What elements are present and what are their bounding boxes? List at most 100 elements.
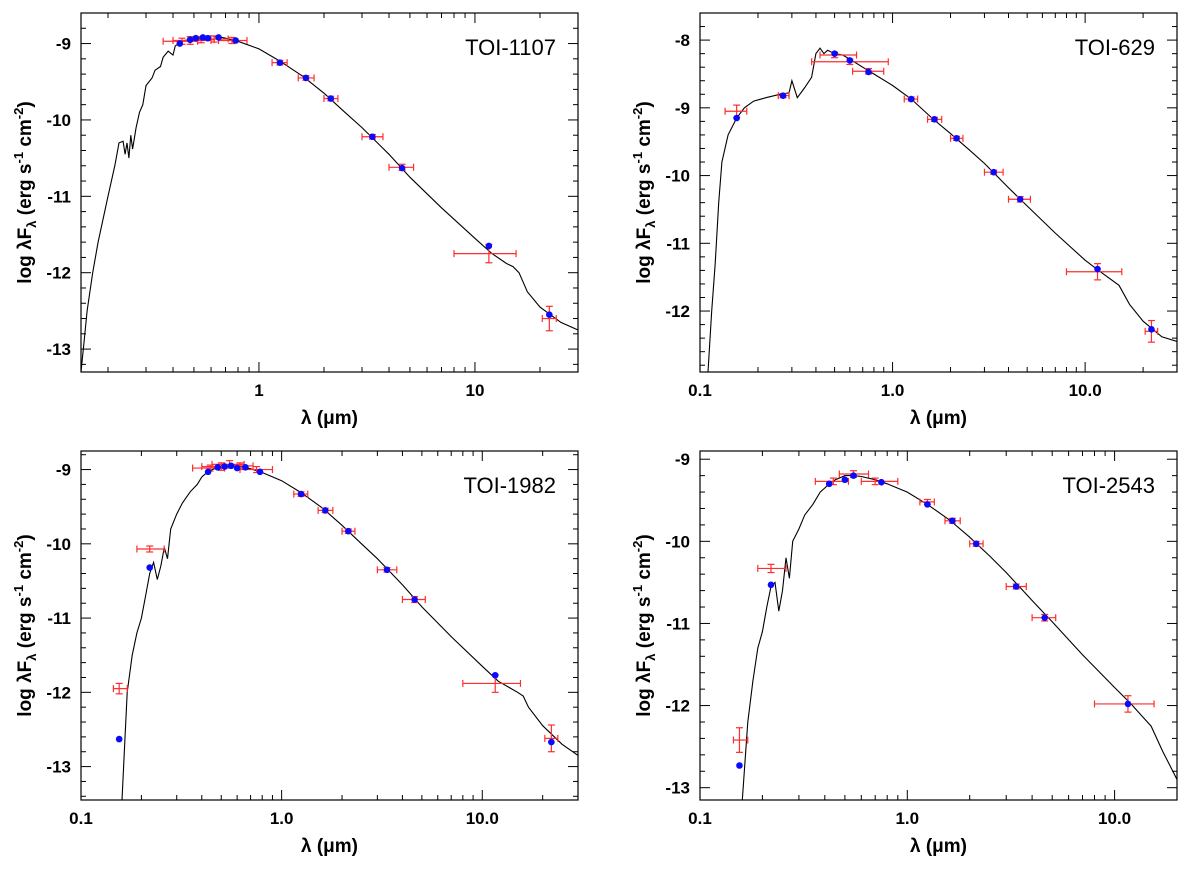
model-flux-point bbox=[1012, 583, 1020, 590]
sed-panel: -13 -12 -11 -10 -9 0.1 1.0 10.0 TOI-1982 λ (μm) lo… bbox=[11, 450, 579, 857]
y-tick-label: -13 bbox=[46, 758, 71, 777]
panel-title: TOI-1982 bbox=[463, 473, 556, 498]
model-flux-point bbox=[204, 468, 212, 476]
model-flux-point bbox=[878, 478, 885, 486]
model-flux-point bbox=[841, 476, 849, 484]
model-flux-point bbox=[972, 540, 980, 548]
observed-flux-point bbox=[757, 563, 787, 574]
y-tick-label: -12 bbox=[46, 683, 71, 702]
observed-flux-point bbox=[732, 727, 749, 753]
observed-flux-point bbox=[544, 724, 559, 753]
model-flux-point bbox=[242, 464, 249, 471]
y-tick-label: -11 bbox=[47, 187, 71, 206]
y-axis-title: log λFλ (erg s-1 cm-2) bbox=[630, 534, 658, 716]
model-flux-point bbox=[256, 468, 264, 476]
model-flux-point bbox=[1148, 326, 1155, 333]
y-tick-label: -13 bbox=[665, 779, 690, 798]
y-tick-label: -10 bbox=[46, 111, 71, 130]
model-flux-point bbox=[1041, 614, 1048, 621]
observed-flux-point bbox=[112, 682, 128, 695]
y-axis-title: log λFλ (erg s-1 cm-2) bbox=[630, 101, 658, 283]
model-flux-point bbox=[276, 59, 284, 66]
model-flux-point bbox=[924, 501, 931, 508]
model-flux-point bbox=[204, 34, 212, 42]
panel-title: TOI-2543 bbox=[1062, 473, 1155, 498]
y-tick-label: -9 bbox=[56, 461, 71, 480]
x-tick-label: 1 bbox=[254, 381, 263, 400]
model-flux-point bbox=[865, 68, 872, 76]
model-flux-point bbox=[215, 34, 222, 41]
plot-frame bbox=[80, 12, 579, 373]
model-flux-point bbox=[953, 135, 960, 142]
model-flux-point bbox=[176, 40, 184, 47]
model-flux-point bbox=[850, 472, 857, 479]
model-flux-point bbox=[491, 671, 499, 679]
model-flux-point bbox=[221, 463, 228, 470]
observed-flux-point bbox=[462, 673, 522, 693]
x-axis-title: λ (μm) bbox=[910, 408, 967, 429]
plot-frame bbox=[699, 12, 1178, 373]
observed-flux-point bbox=[541, 305, 557, 332]
x-tick-label: 10.0 bbox=[466, 809, 499, 828]
x-tick-label: 10.0 bbox=[1069, 381, 1102, 400]
model-flux-point bbox=[1094, 265, 1101, 273]
y-tick-label: -10 bbox=[665, 167, 690, 186]
y-tick-label: -8 bbox=[675, 31, 690, 50]
y-tick-label: -10 bbox=[46, 535, 71, 554]
model-flux-point bbox=[846, 57, 854, 64]
model-flux-point bbox=[297, 490, 305, 498]
y-tick-label: -9 bbox=[675, 450, 690, 469]
model-flux-point bbox=[199, 34, 207, 41]
model-flux-point bbox=[398, 164, 406, 172]
model-flux-point bbox=[345, 527, 352, 535]
plot-frame bbox=[80, 450, 579, 801]
model-flux-point bbox=[825, 480, 833, 488]
model-flux-point bbox=[546, 311, 553, 319]
y-tick-label: -11 bbox=[666, 234, 690, 253]
y-tick-label: -9 bbox=[56, 35, 71, 54]
model-flux-point bbox=[383, 566, 391, 574]
model-flux-point bbox=[907, 95, 915, 103]
model-flux-point bbox=[233, 464, 241, 472]
x-tick-label: 0.1 bbox=[688, 381, 712, 400]
model-flux-point bbox=[1124, 700, 1132, 708]
model-flux-point bbox=[369, 133, 376, 141]
model-flux-point bbox=[192, 34, 200, 42]
model-flux-point bbox=[1016, 195, 1024, 203]
model-spectrum-line bbox=[81, 35, 578, 372]
model-flux-point bbox=[949, 517, 956, 525]
model-flux-point bbox=[733, 114, 740, 122]
model-flux-point bbox=[485, 242, 493, 250]
x-tick-label: 1.0 bbox=[881, 381, 905, 400]
model-flux-point bbox=[736, 762, 743, 769]
y-tick-label: -13 bbox=[46, 340, 71, 359]
observed-flux-point bbox=[1093, 695, 1155, 713]
panel-title: TOI-1107 bbox=[465, 35, 556, 60]
model-flux-point bbox=[227, 462, 235, 470]
model-flux-point bbox=[327, 95, 335, 102]
sed-panel: -13 -12 -11 -10 -9 1 10 TOI-1107 λ (μm) log λFλ (… bbox=[11, 12, 579, 429]
y-axis-title: log λFλ (erg s-1 cm-2) bbox=[11, 534, 39, 716]
model-flux-point bbox=[321, 507, 329, 514]
observed-flux-point bbox=[1065, 263, 1123, 281]
model-flux-point bbox=[779, 92, 787, 99]
panel-title: TOI-629 bbox=[1075, 35, 1155, 60]
model-flux-point bbox=[214, 464, 221, 471]
y-tick-label: -12 bbox=[46, 264, 71, 283]
x-tick-label: 10.0 bbox=[1098, 809, 1131, 828]
model-flux-point bbox=[767, 581, 775, 589]
y-tick-label: -9 bbox=[675, 99, 690, 118]
model-spectrum-line bbox=[121, 465, 578, 800]
x-tick-label: 0.1 bbox=[69, 809, 93, 828]
plot-frame bbox=[699, 450, 1178, 801]
y-tick-label: -12 bbox=[665, 302, 690, 321]
y-axis-title: log λFλ (erg s-1 cm-2) bbox=[11, 101, 39, 283]
x-tick-label: 1.0 bbox=[270, 809, 294, 828]
model-flux-point bbox=[146, 564, 154, 571]
model-flux-point bbox=[232, 37, 239, 44]
x-axis-title: λ (μm) bbox=[301, 836, 358, 857]
model-flux-point bbox=[411, 596, 418, 603]
model-flux-point bbox=[186, 36, 194, 44]
y-tick-label: -11 bbox=[47, 609, 71, 628]
